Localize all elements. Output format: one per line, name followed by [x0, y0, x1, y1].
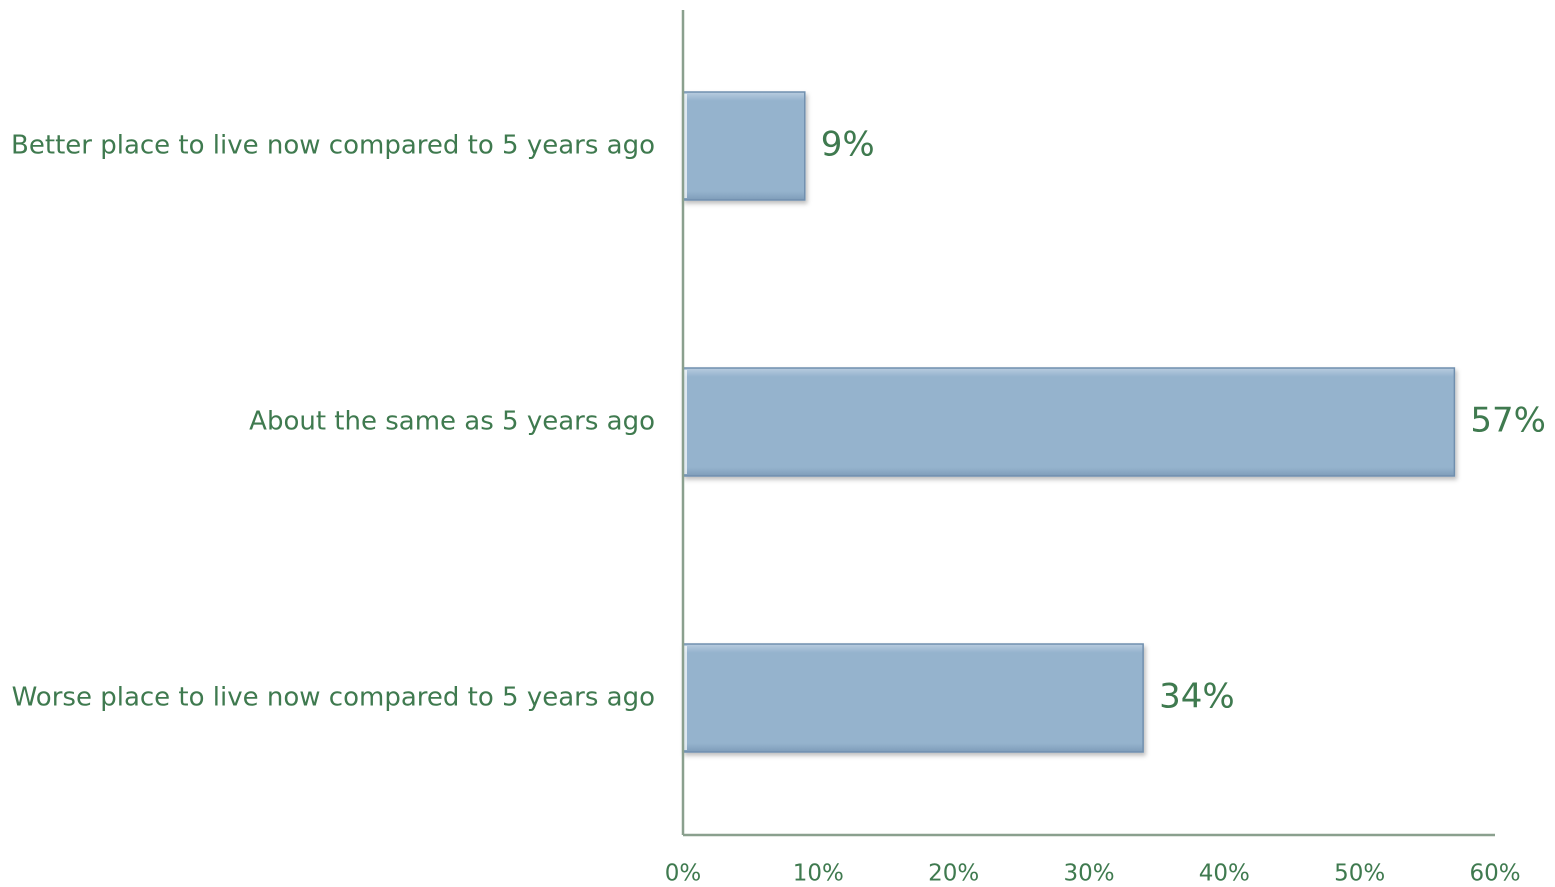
axes [681, 10, 1495, 837]
x-tick-label-1: 0% [665, 861, 702, 887]
bars-layer [682, 91, 1456, 753]
labels-layer: Better place to live now compared to 5 y… [11, 125, 1546, 887]
data-label-3: 34% [1159, 677, 1235, 717]
bar-3 [682, 643, 1144, 753]
x-tick-label-6: 50% [1334, 861, 1385, 887]
bar-1 [682, 91, 806, 201]
bar-highlight-1 [684, 94, 687, 198]
bar-2 [682, 367, 1456, 477]
x-tick-label-2: 10% [793, 861, 844, 887]
bar-highlight-3 [684, 646, 687, 750]
data-label-2: 57% [1470, 401, 1546, 441]
category-label-1: Better place to live now compared to 5 y… [11, 131, 655, 161]
x-tick-label-5: 40% [1199, 861, 1250, 887]
data-label-1: 9% [821, 125, 875, 165]
x-tick-label-7: 60% [1469, 861, 1520, 887]
x-tick-label-3: 20% [928, 861, 979, 887]
category-label-2: About the same as 5 years ago [249, 407, 655, 437]
category-label-3: Worse place to live now compared to 5 ye… [12, 683, 655, 713]
bar-highlight-2 [684, 370, 687, 474]
x-tick-label-4: 30% [1063, 861, 1114, 887]
